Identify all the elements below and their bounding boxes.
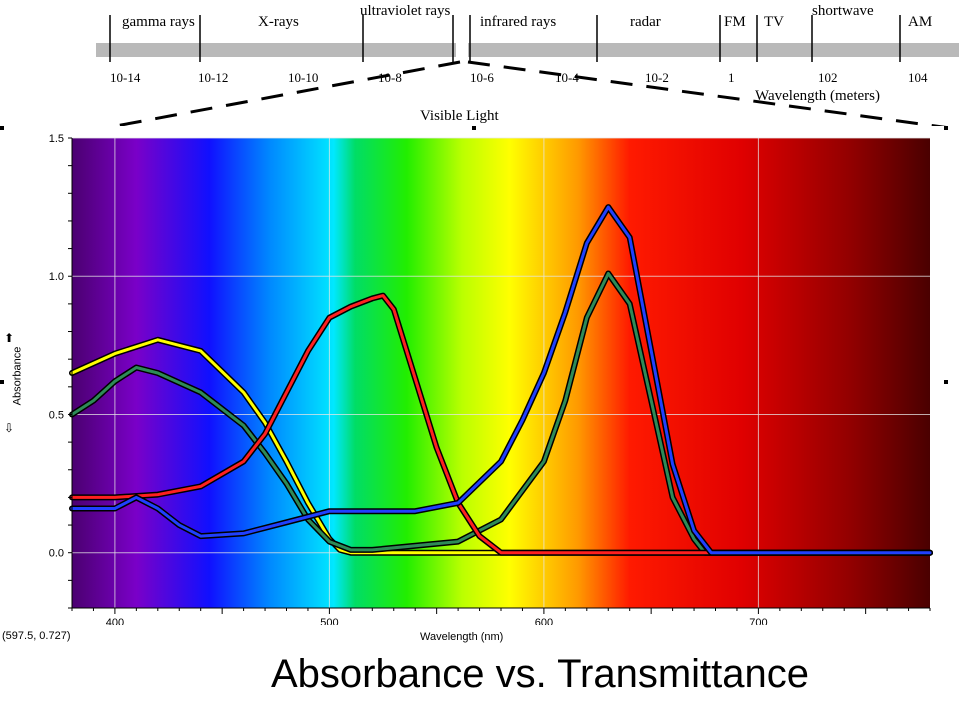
em-band-label: FM — [724, 14, 746, 30]
frame-handle — [944, 380, 948, 384]
em-band-label: infrared rays — [480, 14, 556, 30]
em-bar — [96, 43, 959, 57]
zoom-lines — [104, 60, 951, 130]
em-band-label: AM — [908, 14, 932, 30]
y-tick-label: 1.5 — [49, 133, 64, 145]
em-band-label: X-rays — [258, 14, 299, 30]
y-tick-label: 0.5 — [49, 409, 64, 421]
em-tick-label: 10-14 — [110, 70, 141, 85]
y-axis-title: Absorbance — [11, 346, 24, 406]
em-tick-label: 10-6 — [470, 70, 494, 85]
x-tick-label: 500 — [320, 617, 338, 625]
em-tick-label: 1 — [728, 70, 735, 85]
x-tick-label: 700 — [749, 617, 767, 625]
em-tick-label: 104 — [908, 70, 928, 85]
x-tick-label: 400 — [106, 617, 124, 625]
down-arrow-icon[interactable]: ⇩ — [4, 421, 14, 435]
visible-light-label: Visible Light — [420, 108, 500, 124]
spectrum-background — [72, 138, 930, 608]
slide-caption: Absorbance vs. Transmittance — [270, 652, 810, 696]
y-tick-label: 1.0 — [49, 271, 64, 283]
coordinate-readout: (597.5, 0.727) — [2, 630, 71, 642]
em-band-label: shortwave — [812, 3, 874, 19]
em-tick-label: 10-8 — [378, 70, 402, 85]
em-band-label: TV — [764, 14, 784, 30]
x-axis-title: Wavelength (nm) — [420, 631, 504, 643]
plot-area — [72, 138, 930, 608]
em-tick-label: 10-12 — [198, 70, 228, 85]
frame-handle — [944, 126, 948, 130]
em-tick-label: 102 — [818, 70, 838, 85]
frame-handle — [0, 126, 4, 130]
series-line — [70, 272, 932, 555]
em-spectrum-strip: gamma rays X-rays ultraviolet rays infra… — [96, 3, 959, 130]
y-tick-label: 0.0 — [49, 548, 64, 560]
em-tick-label: 10-10 — [288, 70, 318, 85]
em-axis-label: Wavelength (meters) — [755, 88, 880, 104]
x-tick-label: 600 — [535, 617, 553, 625]
em-bar-break — [456, 38, 468, 60]
em-band-label: gamma rays — [122, 14, 195, 30]
em-band-label: radar — [630, 14, 661, 30]
frame-handle — [472, 126, 476, 130]
frame-handle — [0, 380, 4, 384]
series-line — [70, 205, 932, 555]
up-arrow-icon[interactable]: ⬆ — [4, 331, 14, 345]
axes — [68, 137, 931, 614]
em-tick-label: 10-2 — [645, 70, 669, 85]
em-band-label: ultraviolet rays — [360, 3, 451, 19]
series-layer — [69, 204, 933, 556]
tick-labels: 400 500 600 700 1.5 1.0 0.5 0.0 — [49, 133, 768, 625]
